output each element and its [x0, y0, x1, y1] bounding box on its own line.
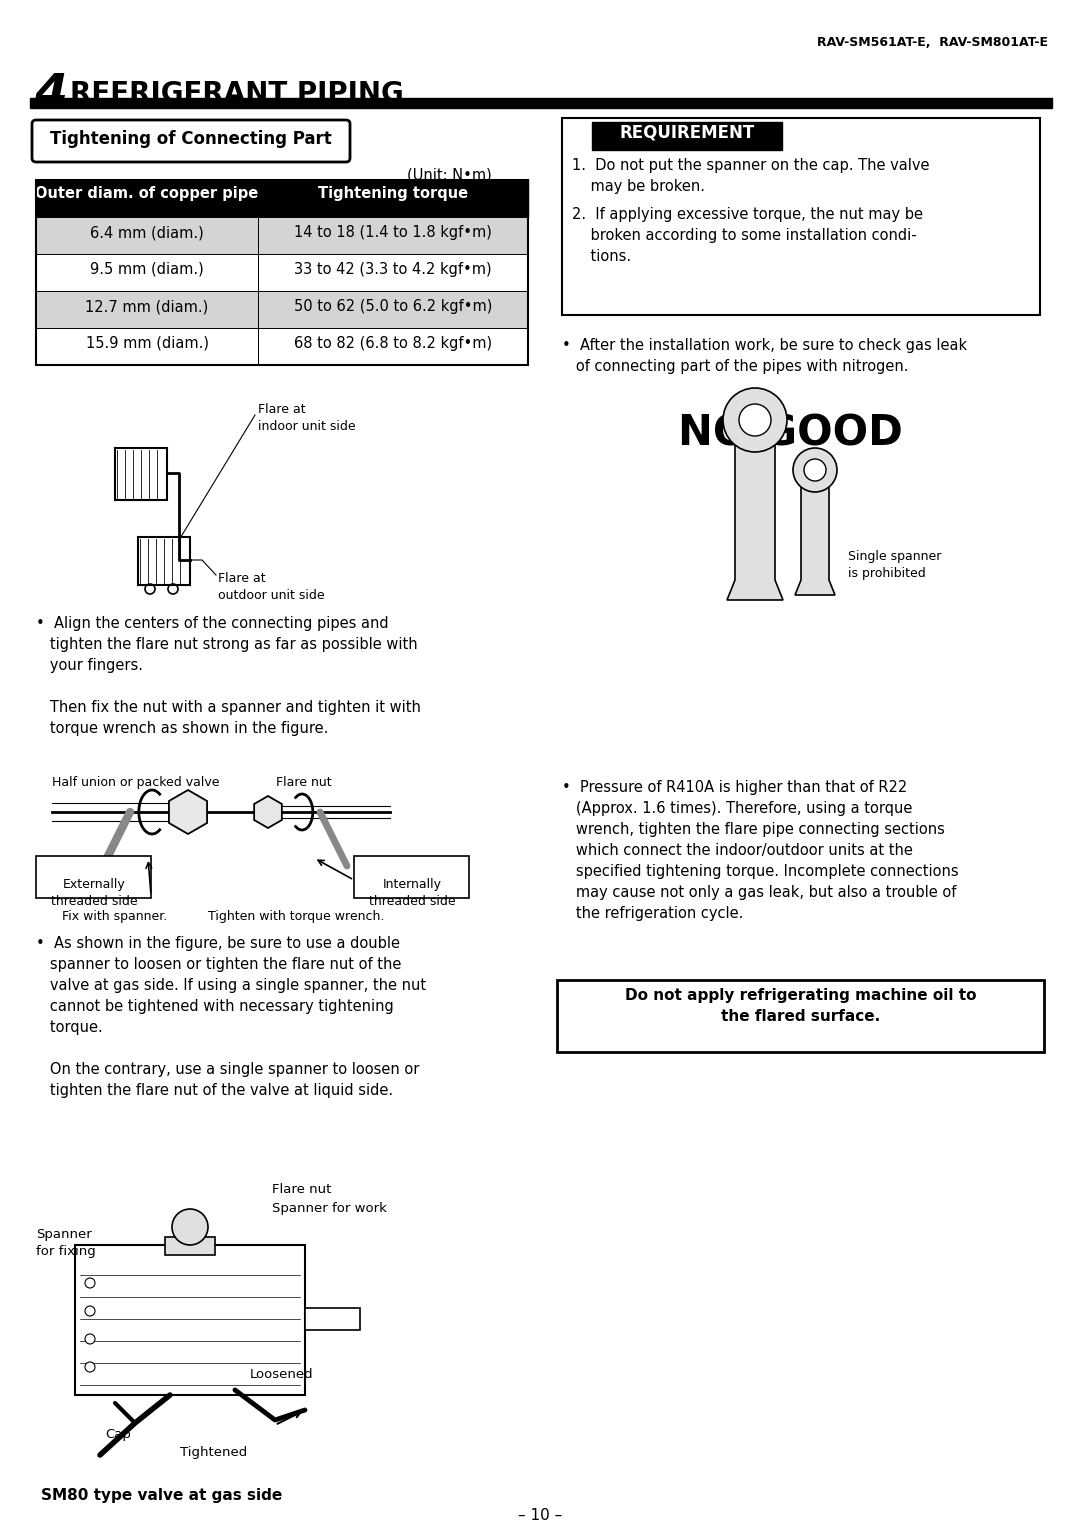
Bar [36, 255, 258, 291]
Circle shape [723, 387, 787, 451]
Circle shape [172, 1209, 208, 1244]
Text: Single spanner
is prohibited: Single spanner is prohibited [848, 551, 942, 580]
Text: RAV-SM561AT-E,  RAV-SM801AT-E: RAV-SM561AT-E, RAV-SM801AT-E [816, 37, 1048, 49]
Text: •  As shown in the figure, be sure to use a double
   spanner to loosen or tight: • As shown in the figure, be sure to use… [36, 936, 427, 1098]
Bar [557, 981, 1044, 1052]
Polygon shape [727, 419, 783, 599]
Bar [305, 1308, 360, 1330]
Circle shape [85, 1334, 95, 1344]
Text: Tightening torque: Tightening torque [318, 186, 468, 201]
Text: Outer diam. of copper pipe: Outer diam. of copper pipe [36, 186, 258, 201]
Bar [36, 328, 258, 364]
Text: REQUIREMENT: REQUIREMENT [619, 124, 755, 142]
Text: 15.9 mm (diam.): 15.9 mm (diam.) [85, 336, 208, 351]
Text: Tightened: Tightened [180, 1446, 247, 1459]
Text: •  After the installation work, be sure to check gas leak
   of connecting part : • After the installation work, be sure t… [562, 339, 967, 374]
Text: 1.  Do not put the spanner on the cap. The valve
    may be broken.: 1. Do not put the spanner on the cap. Th… [572, 159, 930, 194]
Circle shape [85, 1278, 95, 1289]
Bar [30, 98, 1052, 108]
Bar [562, 117, 1040, 316]
Text: 2.  If applying excessive torque, the nut may be
    broken according to some in: 2. If applying excessive torque, the nut… [572, 207, 923, 264]
Text: Flare nut: Flare nut [272, 1183, 332, 1196]
Bar [36, 856, 151, 898]
Polygon shape [795, 470, 835, 595]
Bar [36, 180, 528, 364]
Text: NO GOOD: NO GOOD [677, 412, 903, 454]
Text: 50 to 62 (5.0 to 6.2 kgf•m): 50 to 62 (5.0 to 6.2 kgf•m) [294, 299, 492, 314]
Bar [258, 328, 528, 364]
Bar [354, 856, 469, 898]
Text: •  Align the centers of the connecting pipes and
   tighten the flare nut strong: • Align the centers of the connecting pi… [36, 616, 421, 737]
Text: Do not apply refrigerating machine oil to
the flared surface.: Do not apply refrigerating machine oil t… [624, 988, 976, 1023]
Bar [165, 1237, 215, 1255]
Bar [36, 291, 258, 328]
Bar [258, 255, 528, 291]
Text: Spanner for work: Spanner for work [272, 1202, 387, 1215]
Text: Cap: Cap [105, 1427, 131, 1441]
Text: •  Pressure of R410A is higher than that of R22
   (Approx. 1.6 times). Therefor: • Pressure of R410A is higher than that … [562, 779, 959, 921]
Text: 4: 4 [33, 72, 67, 117]
Text: 6.4 mm (diam.): 6.4 mm (diam.) [90, 226, 204, 239]
Text: 68 to 82 (6.8 to 8.2 kgf•m): 68 to 82 (6.8 to 8.2 kgf•m) [294, 336, 492, 351]
Circle shape [85, 1305, 95, 1316]
Bar [36, 180, 528, 217]
Circle shape [804, 459, 826, 480]
Text: REFRIGERANT PIPING: REFRIGERANT PIPING [70, 79, 404, 108]
Text: (Unit: N•m): (Unit: N•m) [407, 168, 492, 181]
Text: Internally
threaded side: Internally threaded side [368, 878, 456, 907]
FancyBboxPatch shape [32, 120, 350, 162]
Text: Half union or packed valve: Half union or packed valve [52, 776, 219, 788]
Text: 12.7 mm (diam.): 12.7 mm (diam.) [85, 299, 208, 314]
Bar [114, 448, 167, 500]
Text: 14 to 18 (1.4 to 1.8 kgf•m): 14 to 18 (1.4 to 1.8 kgf•m) [294, 226, 491, 239]
Polygon shape [254, 796, 282, 828]
Bar [75, 1244, 305, 1395]
Bar [258, 291, 528, 328]
Text: Tightening of Connecting Part: Tightening of Connecting Part [50, 130, 332, 148]
Text: 9.5 mm (diam.): 9.5 mm (diam.) [90, 262, 204, 278]
Circle shape [739, 404, 771, 436]
Text: Externally
threaded side: Externally threaded side [51, 878, 137, 907]
Text: 33 to 42 (3.3 to 4.2 kgf•m): 33 to 42 (3.3 to 4.2 kgf•m) [294, 262, 491, 278]
Bar [138, 537, 190, 586]
Text: Flare at
outdoor unit side: Flare at outdoor unit side [218, 572, 325, 602]
Bar [592, 122, 782, 149]
Circle shape [793, 448, 837, 493]
Text: SM80 type valve at gas side: SM80 type valve at gas side [41, 1488, 283, 1504]
Bar [258, 217, 528, 255]
Polygon shape [168, 790, 207, 834]
Text: Flare nut: Flare nut [276, 776, 332, 788]
Text: Spanner
for fixing: Spanner for fixing [36, 1228, 96, 1258]
Circle shape [85, 1362, 95, 1372]
Bar [36, 217, 258, 255]
Text: Flare at
indoor unit side: Flare at indoor unit side [258, 403, 355, 433]
Text: Loosened: Loosened [249, 1368, 313, 1382]
Text: Fix with spanner.: Fix with spanner. [62, 910, 167, 923]
Text: Tighten with torque wrench.: Tighten with torque wrench. [208, 910, 384, 923]
Text: – 10 –: – 10 – [518, 1508, 562, 1523]
